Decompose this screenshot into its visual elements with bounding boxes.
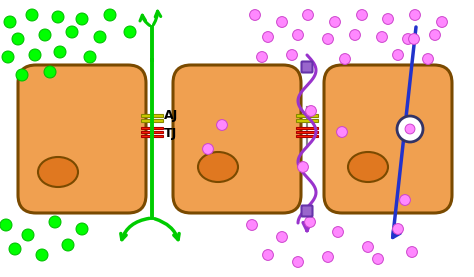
Circle shape — [84, 51, 96, 63]
Circle shape — [52, 11, 64, 23]
Bar — [296, 114, 318, 117]
Circle shape — [263, 32, 273, 42]
Circle shape — [277, 232, 287, 242]
Circle shape — [392, 224, 403, 234]
Circle shape — [302, 10, 313, 20]
Circle shape — [373, 254, 383, 265]
Circle shape — [337, 127, 347, 137]
Bar — [296, 119, 318, 122]
Circle shape — [49, 216, 61, 228]
Text: TJ: TJ — [164, 127, 177, 140]
Circle shape — [54, 46, 66, 58]
FancyBboxPatch shape — [301, 206, 312, 217]
Circle shape — [323, 252, 333, 262]
Circle shape — [39, 29, 51, 41]
Circle shape — [217, 120, 228, 130]
Circle shape — [12, 33, 24, 45]
Circle shape — [407, 247, 418, 257]
Circle shape — [44, 66, 56, 78]
Circle shape — [429, 30, 440, 40]
Circle shape — [104, 9, 116, 21]
Circle shape — [256, 52, 267, 62]
Circle shape — [333, 227, 343, 237]
Bar — [141, 135, 163, 137]
Circle shape — [423, 54, 433, 64]
FancyBboxPatch shape — [18, 65, 146, 213]
Circle shape — [287, 50, 297, 60]
Circle shape — [292, 257, 303, 267]
Circle shape — [410, 10, 420, 20]
Circle shape — [250, 10, 260, 20]
Circle shape — [305, 217, 315, 227]
Circle shape — [377, 32, 387, 42]
Circle shape — [246, 220, 257, 230]
Circle shape — [437, 17, 447, 27]
Circle shape — [402, 34, 413, 44]
Circle shape — [263, 250, 273, 260]
Circle shape — [124, 26, 136, 38]
Circle shape — [29, 49, 41, 61]
Circle shape — [16, 69, 28, 81]
Ellipse shape — [348, 152, 388, 182]
Circle shape — [94, 31, 106, 43]
Circle shape — [405, 124, 415, 134]
Circle shape — [4, 16, 16, 28]
Circle shape — [323, 34, 333, 44]
Circle shape — [76, 223, 88, 235]
Bar — [296, 127, 318, 129]
Bar — [141, 119, 163, 122]
Bar — [296, 131, 318, 133]
Circle shape — [383, 14, 393, 24]
Circle shape — [363, 242, 374, 252]
Circle shape — [76, 13, 88, 25]
Circle shape — [397, 116, 423, 142]
Bar — [296, 135, 318, 137]
Circle shape — [350, 30, 360, 40]
Circle shape — [22, 229, 34, 241]
Circle shape — [400, 195, 410, 206]
Circle shape — [9, 243, 21, 255]
Ellipse shape — [198, 152, 238, 182]
Circle shape — [26, 9, 38, 21]
Circle shape — [36, 249, 48, 261]
FancyBboxPatch shape — [301, 61, 312, 73]
Circle shape — [356, 10, 367, 20]
Circle shape — [306, 106, 317, 116]
Bar — [141, 131, 163, 133]
Circle shape — [292, 30, 303, 40]
Circle shape — [277, 17, 287, 27]
Ellipse shape — [38, 157, 78, 187]
Circle shape — [0, 219, 12, 231]
Circle shape — [392, 50, 403, 60]
Circle shape — [298, 161, 309, 172]
Circle shape — [66, 26, 78, 38]
Circle shape — [62, 239, 74, 251]
Circle shape — [409, 34, 419, 44]
Bar — [141, 114, 163, 117]
Circle shape — [202, 143, 213, 154]
Circle shape — [339, 54, 350, 64]
Bar — [141, 127, 163, 129]
Circle shape — [2, 51, 14, 63]
FancyBboxPatch shape — [173, 65, 301, 213]
Text: AJ: AJ — [164, 109, 178, 122]
FancyBboxPatch shape — [324, 65, 452, 213]
Circle shape — [329, 17, 340, 27]
